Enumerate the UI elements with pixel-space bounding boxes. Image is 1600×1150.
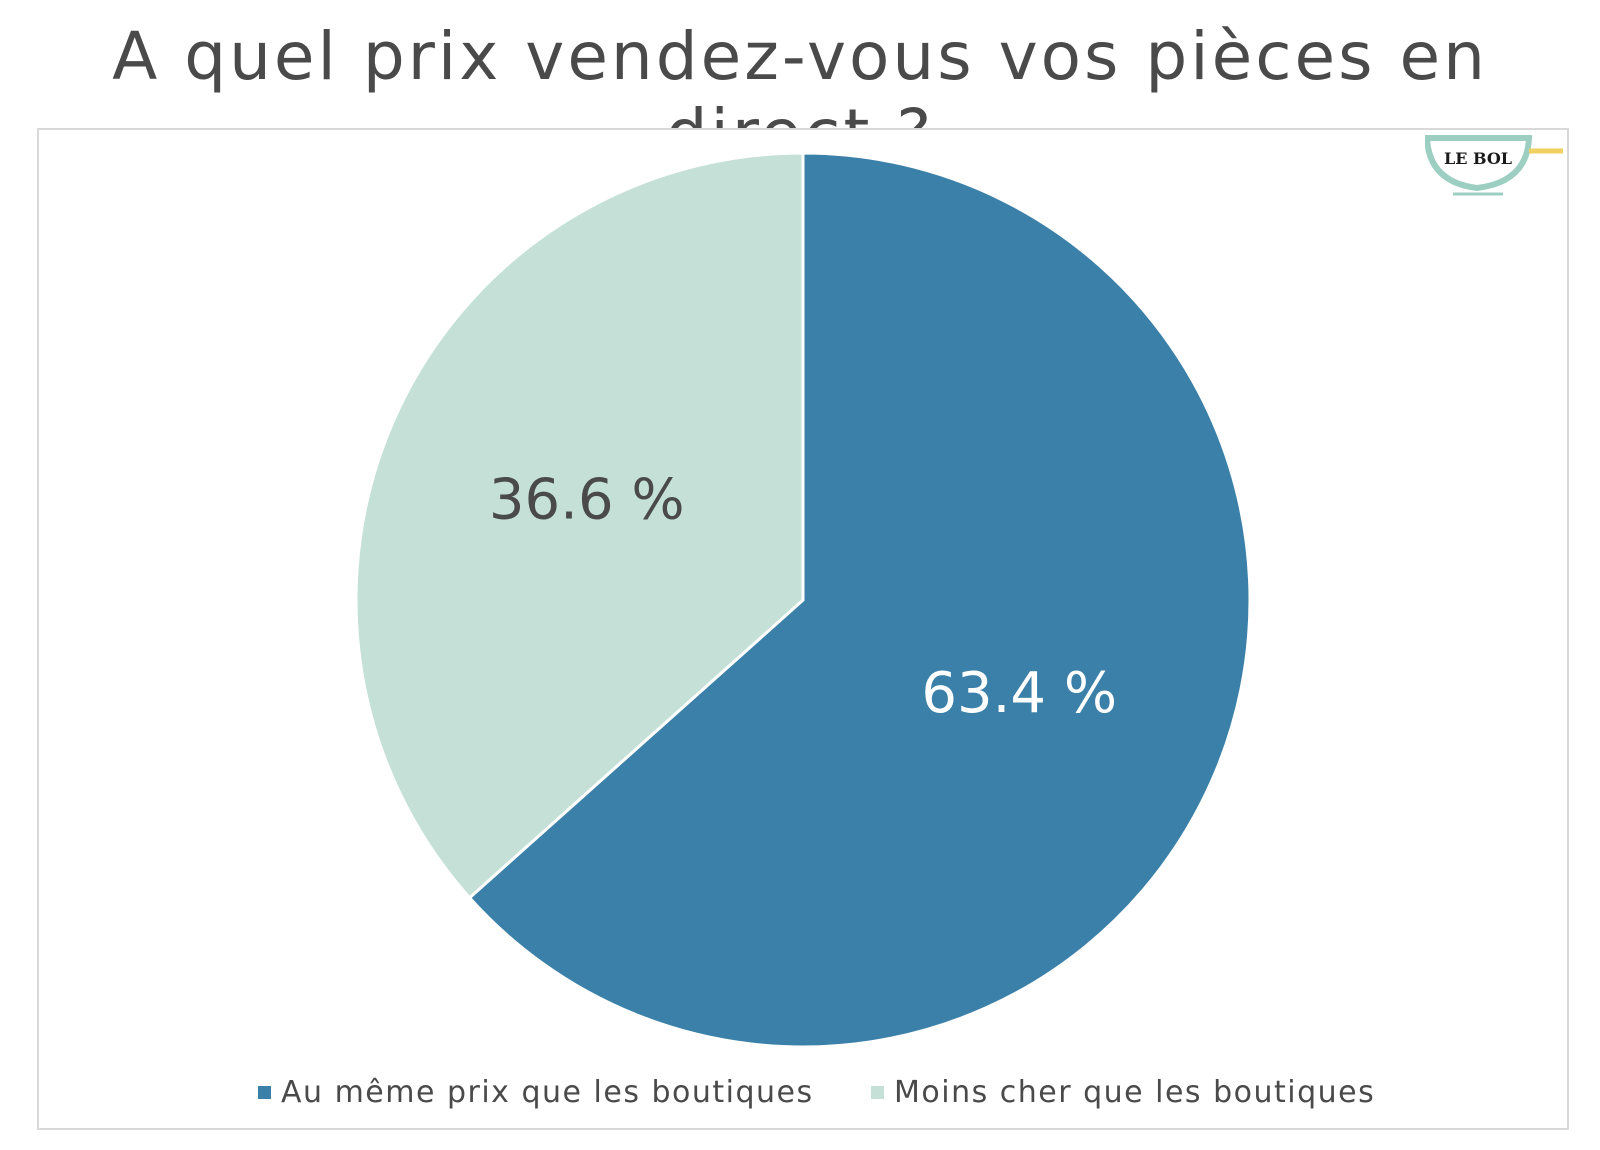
legend-swatch [258, 1086, 271, 1099]
legend-swatch [871, 1086, 884, 1099]
legend-item-cheaper: Moins cher que les boutiques [871, 1075, 1375, 1110]
data-label-1: 63.4 % [921, 661, 1117, 726]
pie-slice-1 [467, 151, 1252, 1049]
legend-label: Moins cher que les boutiques [894, 1075, 1376, 1110]
legend: Au même prix que les boutiques Moins che… [0, 1075, 1600, 1115]
pie-slice-2 [354, 151, 805, 900]
data-label-2: 36.6 % [489, 467, 685, 532]
bowl-logo-icon: LE BOL [1425, 135, 1563, 196]
logo-text: LE BOL [1444, 149, 1512, 168]
legend-item-same-price: Au même prix que les boutiques [258, 1075, 814, 1110]
legend-label: Au même prix que les boutiques [281, 1075, 814, 1110]
